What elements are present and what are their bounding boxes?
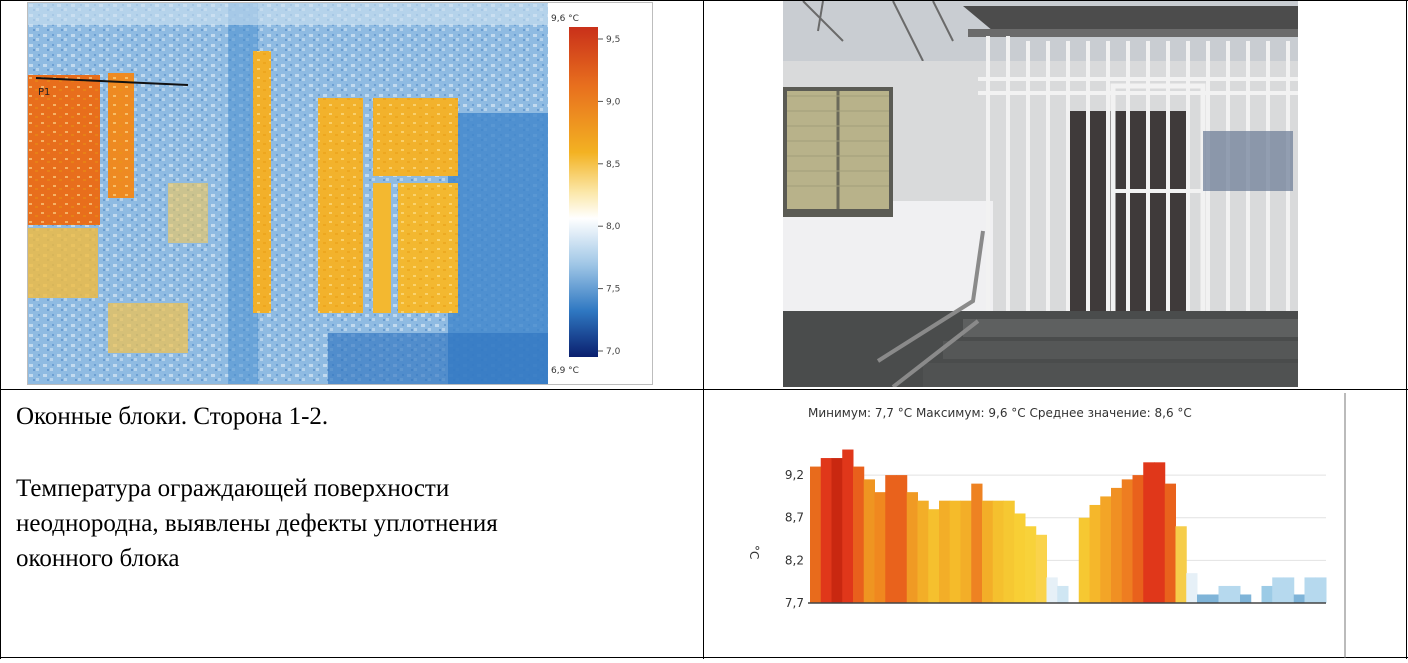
chart-bar	[1304, 577, 1316, 603]
chart-bar	[1261, 585, 1273, 603]
chart-bar	[1207, 594, 1219, 603]
table-column-divider	[703, 0, 704, 659]
caption-description-line-3: оконного блока	[16, 545, 180, 572]
chart-bar	[906, 492, 918, 603]
chart-bar	[1315, 577, 1327, 603]
chart-bar	[1111, 487, 1123, 603]
chart-bar	[810, 466, 822, 603]
thermal-image: P1 9,6 °C 9,5 9,0 8,5 8,0 7,5 7,0 6,9 °C	[27, 2, 653, 385]
chart-bar	[1003, 500, 1015, 603]
chart-bar	[917, 500, 929, 603]
caption-description-line-2: неоднородна, выявлены дефекты уплотнения	[16, 510, 498, 537]
chart-bar	[1283, 577, 1295, 603]
chart-bar	[939, 500, 951, 603]
chart-bar	[1035, 534, 1047, 603]
chart-bar	[1089, 504, 1101, 603]
chart-bar	[928, 509, 940, 603]
building-entrance-photo	[783, 1, 1298, 387]
chart-bar	[863, 479, 875, 603]
table-bottom-border	[0, 657, 1408, 658]
scale-max-label: 9,6 °C	[551, 14, 579, 24]
chart-bar	[1197, 594, 1209, 603]
chart-bar	[1121, 479, 1133, 603]
chart-bar	[992, 500, 1004, 603]
chart-bar	[1175, 526, 1187, 603]
scale-min-label: 6,9 °C	[551, 366, 579, 376]
table-row-divider	[0, 389, 1408, 390]
chart-bar	[1186, 573, 1198, 603]
chart-bar	[1057, 585, 1069, 603]
scale-tick-label: 7,5	[606, 285, 620, 295]
caption-title: Оконные блоки. Сторона 1-2.	[16, 403, 329, 430]
chart-y-tick-label: 8,7	[785, 511, 804, 525]
chart-bar	[1154, 462, 1166, 603]
chart-y-tick-label: 7,7	[785, 596, 804, 610]
chart-y-tick-label: 9,2	[785, 468, 804, 482]
chart-bar	[896, 475, 908, 603]
scale-tick-label: 8,0	[606, 222, 621, 232]
chart-bar	[1014, 513, 1026, 603]
chart-bar	[1240, 594, 1252, 603]
chart-bar	[1132, 475, 1144, 603]
chart-bar	[853, 466, 865, 603]
chart-bar	[982, 500, 994, 603]
scale-tick-label: 7,0	[606, 347, 621, 357]
chart-bar	[1229, 585, 1241, 603]
scale-tick-label: 9,0	[606, 97, 621, 107]
table-right-border	[1406, 0, 1407, 659]
scale-tick-label: 9,5	[606, 35, 620, 45]
table-left-border	[0, 0, 1, 659]
chart-bar	[1164, 483, 1176, 603]
caption-description-line-1: Температура ограждающей поверхности	[16, 475, 450, 502]
chart-bar	[1025, 526, 1037, 603]
temperature-profile-chart: Минимум: 7,7 °C Максимум: 9,6 °C Среднее…	[728, 393, 1353, 658]
profile-marker-label: P1	[38, 87, 50, 98]
chart-bar	[1046, 577, 1058, 603]
chart-summary: Минимум: 7,7 °C Максимум: 9,6 °C Среднее…	[808, 406, 1192, 420]
scale-tick-label: 8,5	[606, 160, 620, 170]
table-top-border	[0, 0, 1408, 1]
chart-bar	[1078, 517, 1090, 603]
chart-bar	[960, 500, 972, 603]
chart-bar	[949, 500, 961, 603]
chart-bar	[1100, 496, 1112, 603]
chart-bar	[1218, 585, 1230, 603]
chart-bar	[831, 458, 843, 603]
temperature-color-scale	[569, 27, 598, 357]
chart-bar	[1293, 594, 1305, 603]
scale-ticks: 9,5 9,0 8,5 8,0 7,5 7,0	[598, 35, 621, 357]
chart-y-axis-label: °C	[747, 545, 761, 559]
chart-bar	[842, 449, 854, 603]
chart-bar	[1143, 462, 1155, 603]
chart-bar	[874, 492, 886, 603]
chart-bar	[971, 483, 983, 603]
chart-y-tick-label: 8,2	[785, 553, 804, 567]
chart-bar	[885, 475, 897, 603]
profile-line	[35, 77, 189, 86]
chart-bar	[1272, 577, 1284, 603]
chart-bar	[820, 458, 832, 603]
